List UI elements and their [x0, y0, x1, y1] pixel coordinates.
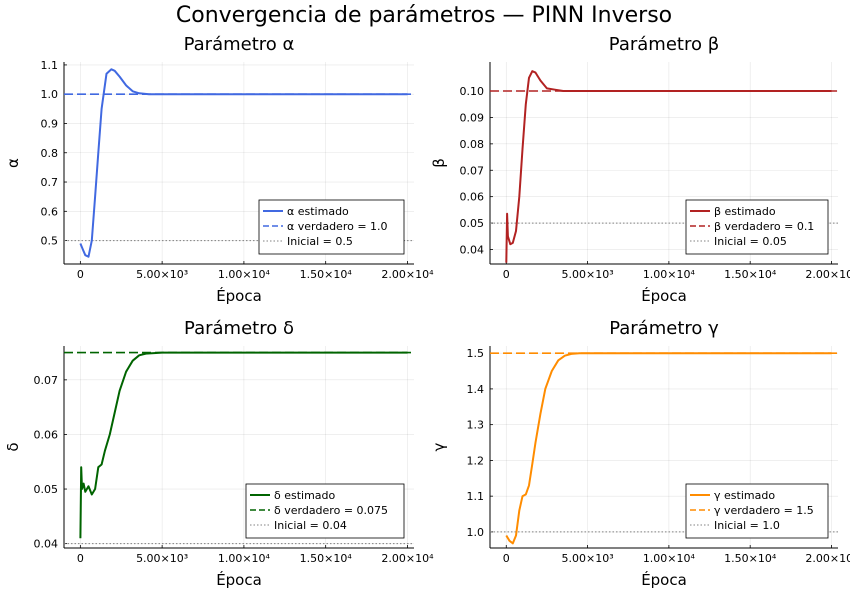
legend-entry: γ estimado — [714, 489, 775, 502]
x-tick-label: 5.00×10³ — [562, 268, 614, 281]
y-tick-label: 0.04 — [460, 243, 485, 256]
y-tick-label: 0.05 — [460, 217, 485, 230]
y-tick-label: 0.5 — [41, 235, 59, 248]
series-line-1 — [505, 352, 832, 545]
x-tick-label: 0 — [77, 552, 84, 565]
legend-entry: γ verdadero = 1.5 — [714, 504, 814, 517]
y-tick-label: 1.1 — [467, 490, 485, 503]
legend: β estimado β verdadero = 0.1 Inicial = 0.0… — [685, 199, 829, 255]
subplot-2: 0 5.00×10³ 1.00×10⁴ 1.50×10⁴ 2.00×10⁴ 0.04 0.0… — [430, 34, 850, 305]
legend-box — [245, 483, 405, 539]
subplot-4: 0 5.00×10³ 1.00×10⁴ 1.50×10⁴ 2.00×10⁴ 1.0 1.1 1… — [430, 318, 850, 589]
series-line-1 — [79, 351, 408, 539]
y-tick-label: 0.05 — [34, 483, 59, 496]
legend-entry: δ verdadero = 0.075 — [274, 504, 388, 517]
y-axis-label: γ — [430, 442, 448, 451]
legend: γ estimado γ verdadero = 1.5 Inicial = 1.0 — [685, 483, 829, 539]
y-tick-label: 0.07 — [460, 164, 485, 177]
x-axis-label: Época — [641, 286, 687, 305]
y-tick-label: 0.04 — [34, 538, 59, 551]
figure-suptitle: Convergencia de parámetros — PINN Invers… — [176, 3, 672, 28]
y-tick-label: 0.07 — [34, 374, 59, 387]
y-tick-label: 0.8 — [41, 147, 59, 160]
y-tick-label: 1.1 — [41, 59, 59, 72]
x-tick-label: 1.50×10⁴ — [724, 268, 777, 281]
legend-entry: Inicial = 1.0 — [714, 519, 780, 532]
y-tick-label: 1.0 — [467, 526, 485, 539]
x-tick-label: 5.00×10³ — [136, 552, 188, 565]
x-tick-label: 2.00×10⁴ — [805, 552, 850, 565]
y-axis-label: δ — [4, 442, 22, 451]
subplot-title: Parámetro γ — [609, 318, 719, 339]
series-line-1 — [79, 68, 408, 258]
subplot-title: Parámetro α — [184, 34, 295, 55]
x-tick-label: 0 — [77, 268, 84, 281]
legend: α estimado α verdadero = 1.0 Inicial = 0.5 — [258, 199, 405, 255]
y-tick-label: 0.6 — [41, 205, 59, 218]
legend-entry: α verdadero = 1.0 — [287, 220, 388, 233]
legend-entry: Inicial = 0.04 — [274, 519, 347, 532]
legend-entry: α estimado — [287, 205, 349, 218]
y-tick-label: 0.06 — [34, 428, 59, 441]
series-line-1 — [505, 70, 832, 263]
subplot-title: Parámetro β — [609, 34, 719, 55]
x-tick-label: 5.00×10³ — [562, 552, 614, 565]
x-axis-label: Época — [216, 286, 262, 305]
y-tick-label: 0.06 — [460, 191, 485, 204]
x-tick-label: 1.50×10⁴ — [724, 552, 777, 565]
legend-box — [258, 199, 405, 255]
y-tick-label: 1.4 — [467, 383, 485, 396]
y-tick-label: 1.5 — [467, 347, 485, 360]
x-tick-label: 1.00×10⁴ — [218, 552, 271, 565]
x-tick-label: 2.00×10⁴ — [381, 552, 434, 565]
x-tick-label: 0 — [503, 552, 510, 565]
y-axis-label: β — [430, 158, 448, 168]
x-tick-label: 1.00×10⁴ — [643, 268, 696, 281]
legend-box — [685, 483, 829, 539]
legend-entry: β verdadero = 0.1 — [714, 220, 814, 233]
legend-entry: Inicial = 0.05 — [714, 235, 787, 248]
x-tick-label: 5.00×10³ — [136, 268, 188, 281]
x-axis-label: Época — [641, 570, 687, 589]
y-tick-label: 1.0 — [41, 88, 59, 101]
x-tick-label: 2.00×10⁴ — [381, 268, 434, 281]
y-axis-label: α — [4, 158, 22, 168]
subplot-3: 0 5.00×10³ 1.00×10⁴ 1.50×10⁴ 2.00×10⁴ 0.04 0.0… — [4, 318, 434, 589]
x-axis-label: Época — [216, 570, 262, 589]
subplot-title: Parámetro δ — [184, 318, 294, 339]
y-tick-label: 0.08 — [460, 138, 485, 151]
y-tick-label: 1.2 — [467, 454, 485, 467]
x-tick-label: 0 — [503, 268, 510, 281]
legend-entry: δ estimado — [274, 489, 336, 502]
y-tick-label: 0.10 — [460, 85, 485, 98]
x-tick-label: 1.00×10⁴ — [218, 268, 271, 281]
legend: δ estimado δ verdadero = 0.075 Inicial = 0… — [245, 483, 405, 539]
x-tick-label: 2.00×10⁴ — [805, 268, 850, 281]
legend-box — [685, 199, 829, 255]
subplot-1: 0 5.00×10³ 1.00×10⁴ 1.50×10⁴ 2.00×10⁴ 0.5 0.6 0… — [4, 34, 434, 305]
y-tick-label: 1.3 — [467, 419, 485, 432]
y-tick-label: 0.7 — [41, 176, 59, 189]
x-tick-label: 1.00×10⁴ — [643, 552, 696, 565]
y-tick-label: 0.09 — [460, 111, 485, 124]
y-tick-label: 0.9 — [41, 117, 59, 130]
legend-entry: Inicial = 0.5 — [287, 235, 353, 248]
legend-entry: β estimado — [714, 205, 776, 218]
x-tick-label: 1.50×10⁴ — [300, 552, 353, 565]
x-tick-label: 1.50×10⁴ — [300, 268, 353, 281]
